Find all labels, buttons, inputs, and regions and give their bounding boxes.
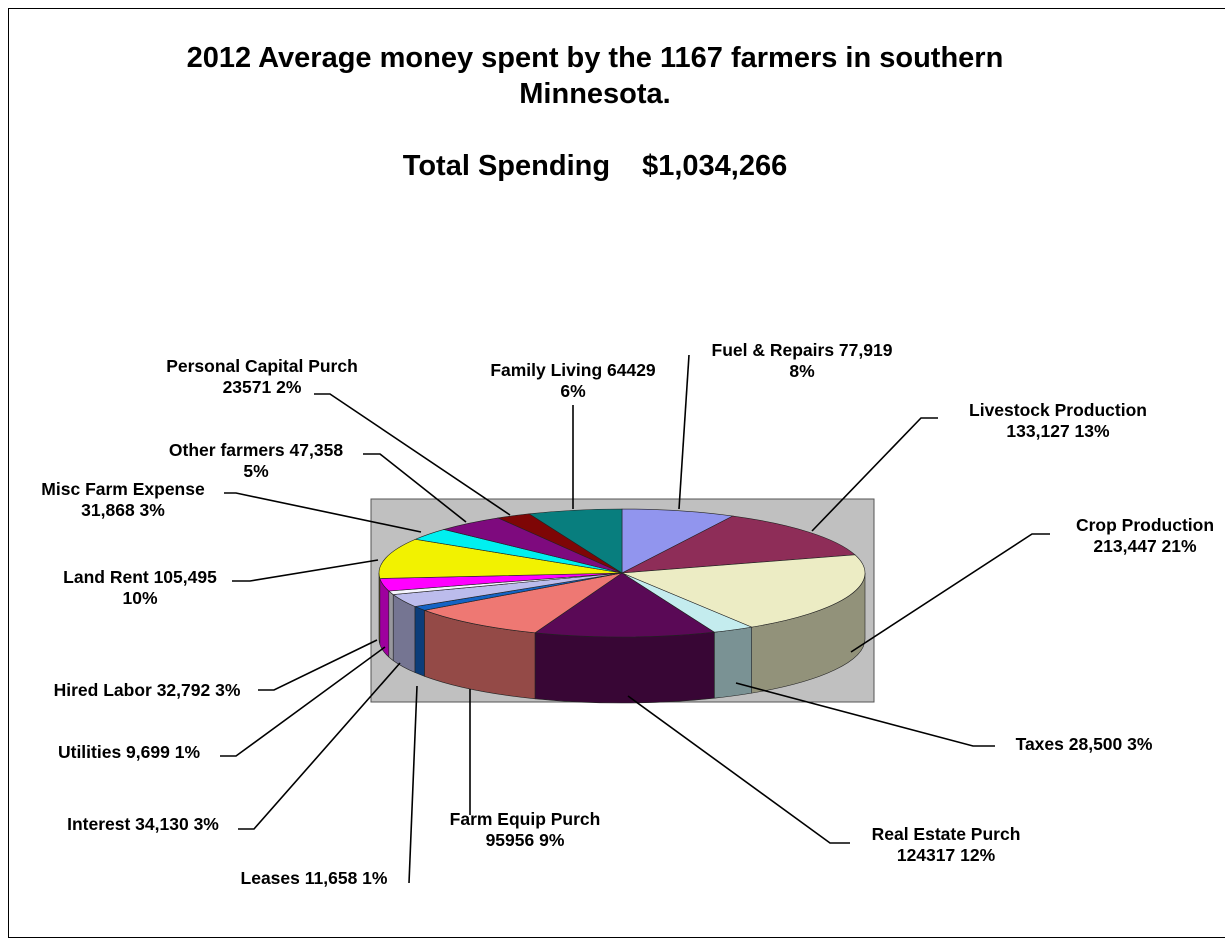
side-utilities: [388, 590, 394, 662]
chart-title: 2012 Average money spent by the 1167 far…: [0, 40, 1190, 112]
leader-line-realestate: [627, 695, 850, 844]
slice-crop: [621, 554, 866, 628]
leader-line-livestock: [811, 417, 938, 532]
leader-line-interest: [238, 662, 401, 830]
slice-label-interest: Interest 34,130 3%: [67, 814, 219, 834]
slice-label-taxes: Taxes 28,500 3%: [1016, 734, 1153, 754]
leader-line-taxes: [735, 682, 995, 747]
leader-line-fuel: [678, 354, 690, 510]
slice-label-other: Other farmers 47,358 5%: [169, 440, 343, 481]
side-interest: [392, 593, 416, 673]
slice-label-personal: Personal Capital Purch 23571 2%: [166, 356, 358, 397]
slice-fuel: [621, 508, 734, 574]
slice-livestock: [621, 515, 856, 574]
slice-label-hired: Hired Labor 32,792 3%: [54, 680, 241, 700]
slice-landrent: [378, 538, 623, 579]
chart-title-line-2: Minnesota.: [519, 78, 671, 110]
side-hired: [379, 578, 390, 658]
leader-line-hired: [258, 639, 378, 691]
slice-label-utilities: Utilities 9,699 1%: [58, 742, 200, 762]
slice-label-livestock: Livestock Production 133,127 13%: [969, 400, 1147, 441]
chart-subtitle: Total Spending $1,034,266: [0, 148, 1190, 184]
slice-family: [528, 508, 623, 574]
leader-line-personal: [314, 393, 511, 516]
slice-equip: [423, 572, 623, 634]
side-realestate: [534, 631, 715, 704]
side-leases: [414, 606, 425, 677]
slice-label-landrent: Land Rent 105,495 10%: [63, 567, 217, 608]
total-spending-value: $1,034,266: [642, 150, 788, 182]
slice-labels: Fuel & Repairs 77,919 8% Livestock Product…: [41, 340, 1214, 888]
slice-label-misc: Misc Farm Expense 31,868 3%: [41, 479, 205, 520]
leader-line-misc: [224, 492, 422, 533]
slice-realestate: [534, 572, 716, 638]
side-taxes: [714, 626, 752, 699]
slice-label-equip: Farm Equip Purch 95956 9%: [450, 809, 601, 850]
leader-line-landrent: [232, 559, 379, 582]
leader-line-utilities: [220, 646, 386, 757]
leader-line-crop: [850, 533, 1050, 653]
chart-title-line-1: 2012 Average money spent by the 1167 far…: [186, 42, 1004, 74]
total-spending-label: Total Spending: [402, 150, 611, 182]
slice-label-realestate: Real Estate Purch 124317 12%: [872, 824, 1021, 865]
pie-tops: [378, 508, 866, 638]
slice-label-crop: Crop Production 213,447 21%: [1076, 515, 1214, 556]
leader-lines: [220, 354, 1050, 884]
slice-label-leases: Leases 11,658 1%: [241, 868, 388, 888]
slice-label-fuel: Fuel & Repairs 77,919 8%: [712, 340, 893, 381]
slice-label-family: Family Living 64429 6%: [490, 360, 656, 401]
leader-line-other: [363, 453, 467, 523]
leader-line-leases: [408, 685, 418, 884]
